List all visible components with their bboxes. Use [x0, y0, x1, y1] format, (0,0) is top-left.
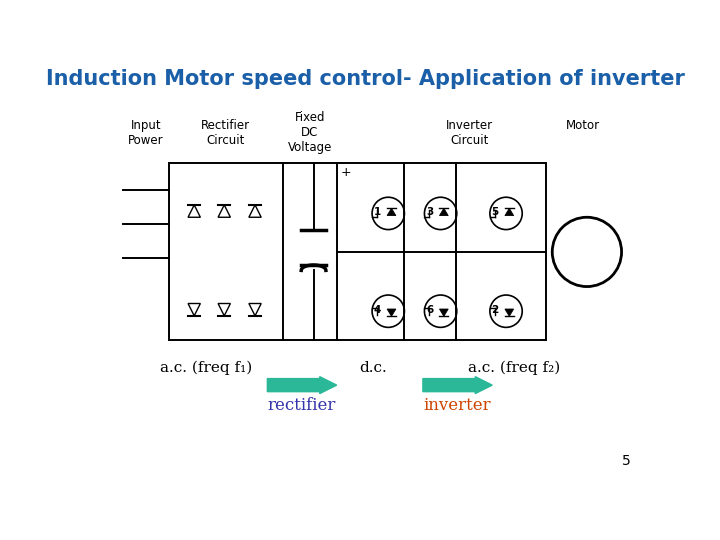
- Circle shape: [490, 197, 522, 230]
- Polygon shape: [439, 309, 449, 316]
- Text: Rectifier
Circuit: Rectifier Circuit: [201, 119, 251, 147]
- Polygon shape: [188, 303, 200, 316]
- FancyArrow shape: [423, 377, 492, 394]
- Polygon shape: [505, 208, 513, 215]
- Polygon shape: [249, 205, 261, 217]
- Polygon shape: [387, 309, 396, 316]
- Circle shape: [372, 295, 405, 327]
- Text: d.c.: d.c.: [359, 361, 387, 375]
- Polygon shape: [218, 303, 230, 316]
- Text: 2: 2: [492, 305, 499, 315]
- Text: rectifier: rectifier: [267, 397, 336, 414]
- Text: a.c. (freq f₂): a.c. (freq f₂): [467, 361, 560, 375]
- Text: inverter: inverter: [423, 397, 490, 414]
- Polygon shape: [387, 208, 396, 215]
- Text: Inverter
Circuit: Inverter Circuit: [446, 119, 492, 147]
- Text: 4: 4: [374, 305, 381, 315]
- Circle shape: [490, 295, 522, 327]
- Text: Motor: Motor: [566, 119, 600, 132]
- Polygon shape: [439, 208, 449, 215]
- Bar: [168, 164, 546, 340]
- Text: 5: 5: [622, 454, 631, 468]
- Text: 5: 5: [492, 207, 499, 217]
- Text: 1: 1: [374, 207, 381, 217]
- Text: Induction Motor speed control- Application of inverter: Induction Motor speed control- Applicati…: [45, 69, 685, 89]
- Text: a.c. (freq f₁): a.c. (freq f₁): [160, 361, 252, 375]
- Polygon shape: [249, 303, 261, 316]
- Circle shape: [425, 295, 456, 327]
- Text: 6: 6: [426, 305, 433, 315]
- Circle shape: [372, 197, 405, 230]
- FancyArrow shape: [267, 377, 337, 394]
- Polygon shape: [188, 205, 200, 217]
- Polygon shape: [505, 309, 513, 316]
- Circle shape: [425, 197, 456, 230]
- Text: 3: 3: [426, 207, 433, 217]
- Text: +: +: [341, 166, 351, 179]
- Text: Input
Power: Input Power: [128, 119, 163, 147]
- Text: Fixed
DC
Voltage: Fixed DC Voltage: [287, 111, 332, 154]
- Polygon shape: [218, 205, 230, 217]
